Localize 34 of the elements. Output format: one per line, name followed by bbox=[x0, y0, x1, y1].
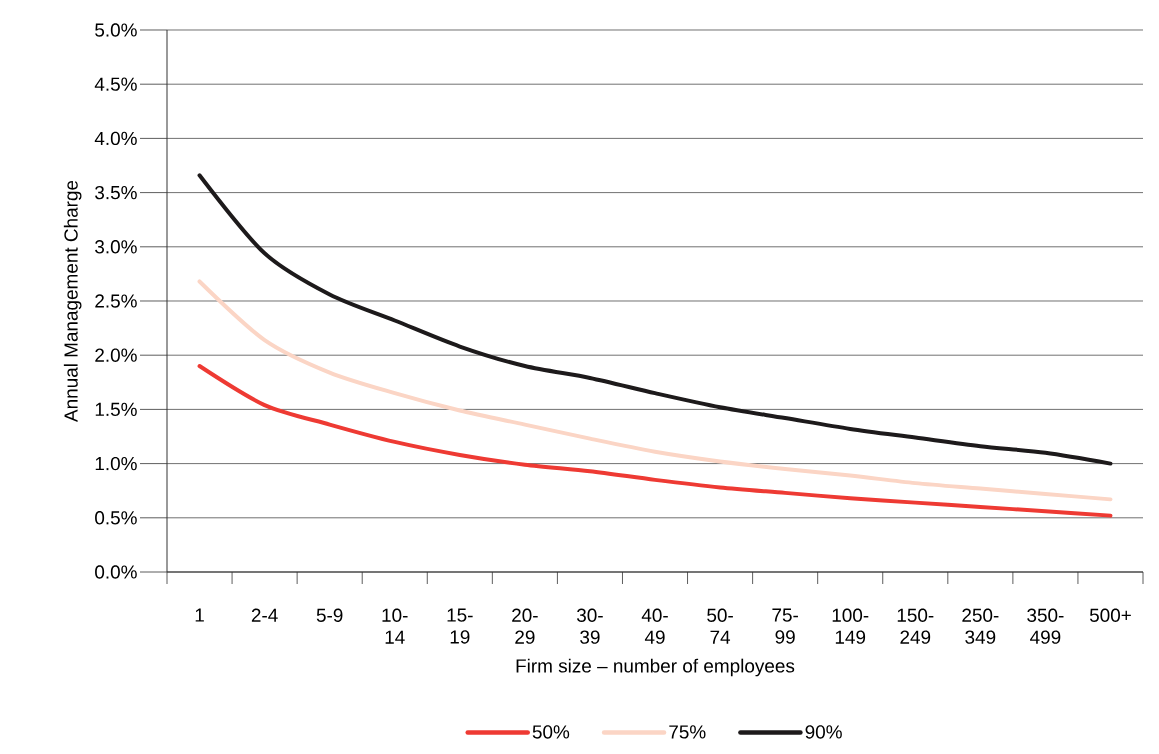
x-tick-label: 10-14 bbox=[382, 608, 408, 644]
y-tick-label: 1.0% bbox=[95, 456, 137, 471]
x-tick-label: 150-249 bbox=[897, 608, 934, 644]
x-tick-label: 75-99 bbox=[772, 608, 798, 644]
x-tick-label: 1 bbox=[195, 608, 204, 622]
legend-label: 75% bbox=[669, 725, 706, 739]
line-series bbox=[197, 279, 1113, 502]
x-tick-label: 250-349 bbox=[962, 608, 999, 644]
x-tick-label: 50-74 bbox=[707, 608, 733, 644]
y-tick-label: 0.0% bbox=[95, 565, 137, 579]
x-axis-title: Firm size – number of employees bbox=[516, 658, 795, 677]
legend-label: 90% bbox=[805, 725, 842, 739]
x-tick-label: 2-4 bbox=[251, 608, 278, 622]
y-tick-label: 2.0% bbox=[95, 348, 137, 362]
line-series bbox=[197, 364, 1113, 518]
y-tick-label: 3.5% bbox=[95, 185, 137, 200]
x-tick-label: 350-499 bbox=[1027, 608, 1064, 644]
y-tick-label: 4.5% bbox=[94, 77, 137, 91]
y-tick-label: 4.0% bbox=[94, 131, 137, 146]
y-axis-title: Annual Management Charge bbox=[63, 180, 82, 422]
x-tick-label: 500+ bbox=[1089, 608, 1131, 622]
legend-label: 50% bbox=[532, 725, 570, 739]
line-series bbox=[197, 173, 1113, 466]
x-tick-label: 30-39 bbox=[576, 608, 603, 644]
x-tick-label: 5-9 bbox=[316, 608, 343, 622]
y-tick-label: 2.5% bbox=[95, 294, 137, 308]
y-tick-label: 3.0% bbox=[95, 240, 137, 254]
x-tick-label: 20-29 bbox=[512, 608, 538, 644]
y-tick-label: 0.5% bbox=[95, 511, 137, 525]
y-tick-label: 5.0% bbox=[95, 23, 137, 37]
y-tick-label: 1.5% bbox=[95, 402, 137, 417]
x-tick-label: 40-49 bbox=[641, 608, 668, 644]
x-tick-label: 100-149 bbox=[832, 608, 869, 644]
x-tick-label: 15-19 bbox=[447, 608, 473, 644]
